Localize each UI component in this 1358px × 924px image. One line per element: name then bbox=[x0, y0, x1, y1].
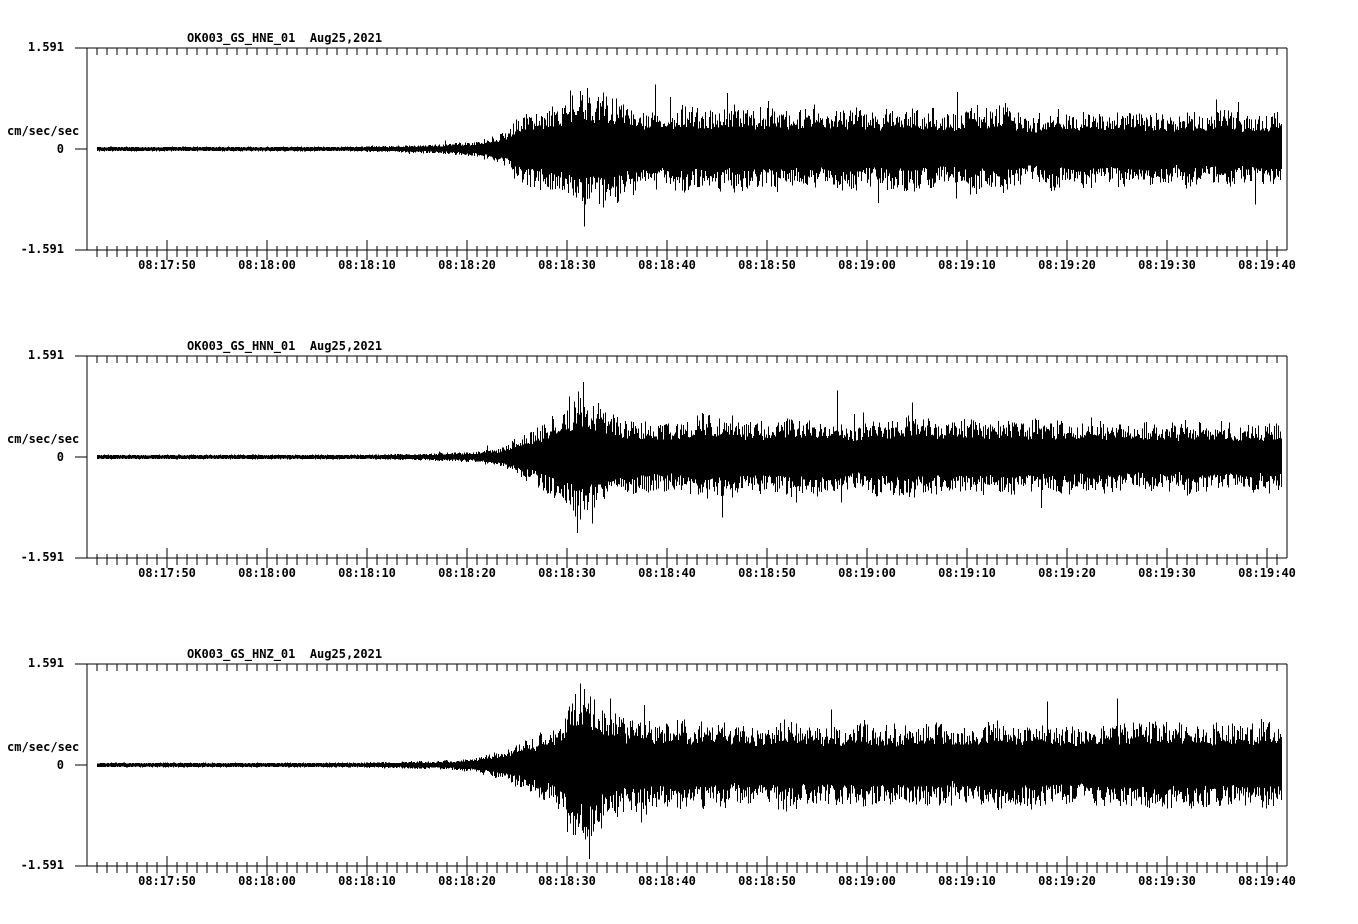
panel-title-hnn: OK003_GS_HNN_01 Aug25,2021 bbox=[187, 339, 383, 353]
y-axis-unit-label: cm/sec/sec bbox=[7, 740, 80, 754]
waveform-trace bbox=[97, 84, 1282, 227]
seismogram-plot-hnz-trace bbox=[75, 663, 1288, 876]
axis-ticks bbox=[96, 664, 1278, 876]
y-tick-label-zero: 0 bbox=[56, 142, 64, 156]
y-tick-label-zero: 0 bbox=[56, 758, 64, 772]
y-tick-label-top: 1.591 bbox=[27, 348, 64, 362]
axis-ticks bbox=[96, 356, 1278, 568]
y-tick-label-bottom: -1.591 bbox=[20, 242, 64, 256]
y-tick-label-bottom: -1.591 bbox=[20, 550, 64, 564]
axis-frame bbox=[75, 663, 1288, 867]
axis-frame bbox=[75, 355, 1288, 559]
y-tick-label-bottom: -1.591 bbox=[20, 858, 64, 872]
seismogram-plot-hnn-trace bbox=[75, 355, 1288, 568]
panel-hnn: OK003_GS_HNN_01 Aug25,2021 1.591 cm/sec/… bbox=[0, 308, 1358, 616]
y-tick-label-zero: 0 bbox=[56, 450, 64, 464]
waveform-trace bbox=[97, 382, 1282, 534]
y-tick-label-top: 1.591 bbox=[27, 40, 64, 54]
panel-title-hnz: OK003_GS_HNZ_01 Aug25,2021 bbox=[187, 647, 383, 661]
panel-hne: OK003_GS_HNE_01 Aug25,2021 1.591 cm/sec/… bbox=[0, 0, 1358, 308]
panel-title-hne: OK003_GS_HNE_01 Aug25,2021 bbox=[187, 31, 383, 45]
panel-hnz: OK003_GS_HNZ_01 Aug25,2021 1.591 cm/sec/… bbox=[0, 616, 1358, 924]
axis-frame bbox=[75, 47, 1288, 251]
y-axis-unit-label: cm/sec/sec bbox=[7, 432, 80, 446]
y-tick-label-top: 1.591 bbox=[27, 656, 64, 670]
seismogram-plot-hne-trace bbox=[75, 47, 1288, 260]
y-axis-unit-label: cm/sec/sec bbox=[7, 124, 80, 138]
waveform-trace bbox=[97, 683, 1282, 859]
axis-ticks bbox=[96, 48, 1278, 260]
